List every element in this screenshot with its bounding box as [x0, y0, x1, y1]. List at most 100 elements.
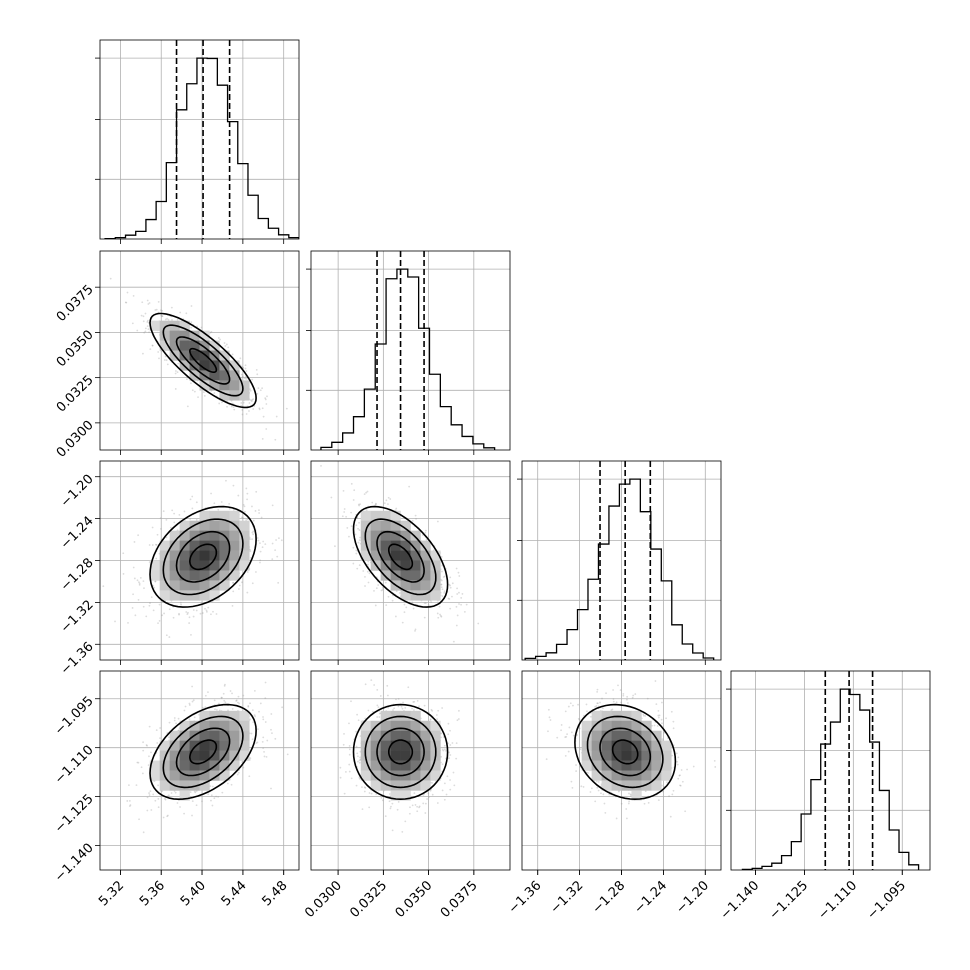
sample-point: [455, 757, 458, 760]
sample-point: [679, 784, 681, 787]
sample-point: [411, 601, 414, 604]
sample-point: [375, 587, 378, 590]
sample-point: [398, 592, 401, 594]
contour-line: [376, 727, 425, 777]
sample-point: [190, 321, 193, 324]
sample-point: [380, 589, 383, 592]
sample-point: [146, 321, 149, 323]
density-cell: [179, 590, 190, 601]
sample-point: [155, 308, 158, 311]
density-cell: [219, 580, 230, 591]
sample-point: [255, 571, 257, 573]
sample-point: [381, 799, 384, 802]
sample-point: [440, 732, 443, 735]
sample-point: [408, 812, 411, 815]
sample-point: [458, 591, 460, 594]
sample-point: [200, 326, 203, 329]
sample-point: [142, 352, 144, 355]
sample-point: [190, 382, 192, 385]
sample-point: [161, 614, 164, 617]
density-cell: [179, 780, 190, 791]
sample-point: [352, 562, 355, 565]
density-cell: [219, 350, 230, 361]
sample-point: [400, 705, 403, 708]
sample-point: [441, 707, 444, 709]
density-cell: [420, 780, 431, 791]
sample-point: [266, 395, 268, 398]
sample-point: [150, 751, 152, 754]
density-cell: [410, 570, 421, 581]
density-cell: [239, 530, 250, 541]
sample-point: [350, 525, 353, 528]
density-cell: [400, 550, 411, 561]
density-cell: [380, 710, 391, 722]
sample-point: [249, 548, 251, 551]
sample-point: [341, 515, 344, 518]
sample-point: [137, 534, 140, 537]
density-cell: [179, 790, 190, 801]
sample-point: [264, 721, 267, 723]
density-cell: [169, 590, 180, 601]
contour-line: [162, 324, 244, 397]
sample-point: [204, 607, 206, 610]
sample-point: [355, 549, 358, 552]
sample-point: [456, 614, 459, 617]
sample-point: [221, 401, 223, 404]
sample-point: [207, 793, 210, 796]
sample-point: [262, 747, 265, 749]
scatter-frame: [310, 460, 511, 661]
density-cell: [149, 560, 160, 571]
sample-point: [404, 820, 407, 823]
density-cell: [219, 380, 230, 391]
sample-point: [408, 485, 411, 488]
density-cell: [219, 770, 230, 781]
sample-point: [365, 509, 368, 512]
sample-point: [191, 389, 194, 392]
density-cell: [179, 350, 190, 361]
histogram-panel-2: [517, 460, 722, 661]
sample-point: [358, 759, 361, 762]
sample-point: [375, 503, 377, 506]
histogram-frame: [310, 250, 511, 451]
sample-point: [262, 415, 265, 418]
sample-point: [114, 620, 116, 623]
sample-point: [192, 609, 195, 611]
sample-point: [245, 378, 248, 380]
density-cell: [370, 760, 381, 771]
sample-point: [226, 782, 229, 785]
density-cell: [209, 740, 220, 751]
sample-point: [445, 749, 447, 752]
sample-point: [456, 593, 459, 595]
sample-point: [456, 587, 458, 590]
density-cell: [239, 390, 250, 401]
sample-point: [233, 408, 236, 411]
density-cell: [239, 750, 250, 761]
sample-point: [440, 583, 443, 586]
sample-point: [166, 814, 169, 817]
density-cell: [209, 710, 220, 722]
sample-point: [165, 359, 168, 362]
sample-point: [572, 704, 574, 707]
density-cell: [189, 760, 200, 771]
sample-point: [271, 504, 274, 507]
sample-point: [219, 338, 221, 341]
sample-point: [127, 621, 129, 624]
sample-point: [165, 518, 168, 521]
density-cell: [420, 730, 431, 741]
density-cell: [189, 540, 200, 551]
density-cell: [209, 550, 220, 561]
sample-point: [446, 775, 449, 778]
sample-point: [255, 490, 258, 493]
sample-point: [256, 373, 259, 376]
sample-point: [228, 507, 231, 510]
density-cell: [420, 740, 431, 751]
sample-point: [210, 799, 212, 802]
sample-point: [556, 736, 559, 739]
sample-point: [448, 757, 451, 760]
sample-point: [316, 725, 318, 727]
sample-point: [211, 785, 214, 788]
histogram-panel-0: [95, 39, 300, 240]
sample-point: [451, 582, 454, 585]
sample-point: [187, 611, 189, 614]
sample-point: [173, 512, 176, 515]
